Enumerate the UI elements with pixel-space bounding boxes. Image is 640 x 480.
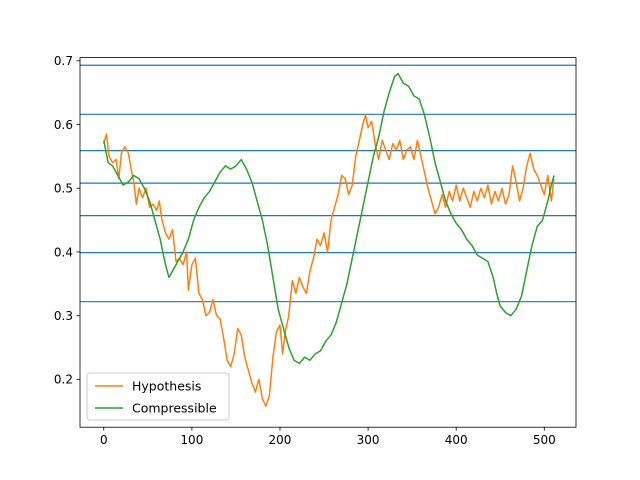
y-tick-label: 0.4 bbox=[54, 245, 73, 259]
horizontal-lines bbox=[80, 64, 576, 303]
x-axis: 0 100 200 300 400 500 bbox=[100, 427, 556, 447]
legend-label-hypothesis: Hypothesis bbox=[132, 379, 201, 394]
y-tick-label: 0.2 bbox=[54, 373, 73, 387]
series-line-hypothesis bbox=[103, 114, 555, 407]
x-tick-label: 400 bbox=[445, 433, 468, 447]
x-tick-label: 300 bbox=[357, 433, 380, 447]
x-tick-label: 100 bbox=[180, 433, 203, 447]
x-tick-label: 0 bbox=[100, 433, 108, 447]
y-tick-label: 0.7 bbox=[54, 54, 73, 68]
y-tick-label: 0.6 bbox=[54, 118, 73, 132]
legend: Hypothesis Compressible bbox=[86, 372, 230, 421]
plot-frame bbox=[79, 57, 577, 428]
series-line-compressible bbox=[103, 72, 555, 365]
y-tick-label: 0.3 bbox=[54, 309, 73, 323]
series-layer bbox=[103, 72, 555, 407]
y-tick-label: 0.5 bbox=[54, 182, 73, 196]
x-tick-label: 200 bbox=[269, 433, 292, 447]
x-tick-label: 500 bbox=[533, 433, 556, 447]
legend-label-compressible: Compressible bbox=[132, 401, 217, 416]
y-axis: 0.2 0.3 0.4 0.5 0.6 0.7 bbox=[54, 54, 80, 387]
